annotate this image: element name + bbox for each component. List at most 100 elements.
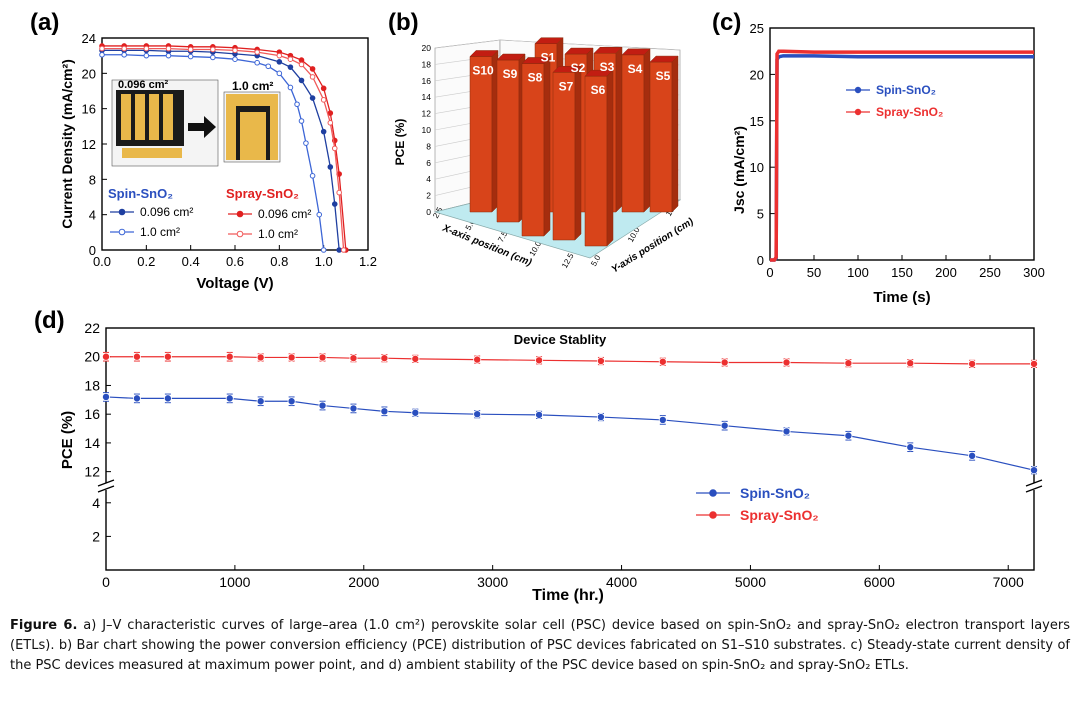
panel-d-label: (d) bbox=[34, 307, 65, 334]
panel-d-point bbox=[1030, 359, 1039, 368]
panel-b-bar-label: S3 bbox=[600, 60, 615, 74]
panel-b-bar-front bbox=[649, 61, 673, 213]
panel-a-point bbox=[254, 49, 260, 55]
large-cell-window bbox=[240, 112, 266, 160]
panel-d-ytick-label: 4 bbox=[92, 495, 100, 511]
panel-a-point bbox=[187, 46, 194, 53]
panel-b-ztick-label: 4 bbox=[426, 174, 431, 184]
axis-break-mark-right bbox=[1025, 479, 1043, 493]
panel-d-point bbox=[287, 397, 296, 406]
panel-a-point bbox=[210, 46, 216, 53]
legend-group-spin: Spin-SnO₂ bbox=[108, 186, 173, 201]
legend-marker bbox=[118, 228, 126, 236]
panel-d-frame bbox=[105, 327, 1035, 571]
panel-b-bar-front bbox=[552, 72, 576, 241]
panel-d-point bbox=[535, 410, 544, 419]
panel-c-xtick-label: 150 bbox=[891, 265, 913, 280]
panel-b-ztick-label: 14 bbox=[422, 92, 432, 102]
panel-b-xtick-label: 12.5 bbox=[560, 251, 576, 269]
panel-b-bar-label: S8 bbox=[528, 71, 543, 85]
panel-a-point bbox=[303, 140, 309, 146]
panel-b-bar-front bbox=[469, 56, 493, 213]
panel-c-xtick-label: 100 bbox=[847, 265, 869, 280]
caption-text: a) J–V characteristic curves of large–ar… bbox=[10, 618, 1070, 673]
panel-d-point bbox=[473, 355, 482, 364]
panel-b-bar-top bbox=[496, 53, 526, 61]
legend-marker bbox=[854, 86, 862, 94]
panel-b-bar-label: S7 bbox=[559, 79, 574, 93]
panel-d-point bbox=[844, 431, 853, 440]
panel-a-point bbox=[298, 61, 305, 68]
panel-c-steady-state-chart: 0 50 100 150 200 250 300 0 5 10 15 20 25 Spin-SnO₂ Sp… bbox=[731, 21, 1045, 306]
panel-b-bar-top bbox=[564, 47, 594, 55]
panel-a-point bbox=[287, 64, 294, 70]
panel-b-bar-front bbox=[584, 75, 608, 247]
panel-d-xtick-label: 4000 bbox=[606, 574, 637, 590]
panel-a-point bbox=[320, 97, 327, 103]
panel-a-point bbox=[99, 51, 105, 58]
panel-c-frame bbox=[769, 27, 1035, 261]
panel-b-ztick-label: 16 bbox=[422, 76, 432, 86]
legend-label: Spray-SnO₂ bbox=[740, 507, 819, 523]
legend-marker bbox=[709, 489, 717, 497]
panel-a-point bbox=[309, 173, 316, 179]
inset-label-small: 0.096 cm² bbox=[118, 79, 168, 91]
panel-a-point bbox=[99, 45, 105, 52]
panel-d-point bbox=[349, 354, 358, 363]
panel-a-xtick-label: 0.0 bbox=[93, 254, 111, 269]
panel-d-stability-chart: 0 1000 2000 3000 4000 5000 6000 7000 12 14 16 18 20 2… bbox=[59, 320, 1043, 604]
panel-d-point bbox=[411, 354, 420, 363]
panel-b-bar-front bbox=[621, 54, 645, 213]
panel-d-point bbox=[411, 408, 420, 417]
legend-label: 1.0 cm² bbox=[140, 225, 180, 239]
panel-c-ytick-label: 25 bbox=[750, 21, 764, 36]
axis-break-gap-left bbox=[98, 483, 114, 490]
panel-c-xtick-label: 250 bbox=[979, 265, 1001, 280]
panel-a-point bbox=[298, 77, 305, 84]
panel-a-xtick-label: 0.2 bbox=[137, 254, 155, 269]
panel-a-point bbox=[121, 45, 127, 52]
panel-a-point bbox=[298, 57, 305, 63]
panel-b-bar-top bbox=[521, 57, 551, 64]
panel-d-title: Device Stablity bbox=[514, 332, 607, 347]
panel-b-bar-side bbox=[615, 46, 623, 213]
panel-b-ztick-label: 8 bbox=[426, 141, 431, 151]
panel-d-xtick-label: 5000 bbox=[735, 574, 766, 590]
panel-a-point bbox=[265, 63, 272, 70]
panel-d-point bbox=[658, 415, 667, 424]
panel-b-ztick-label: 0 bbox=[426, 207, 431, 217]
panel-b-ztick-label: 12 bbox=[422, 109, 432, 119]
panel-b-bar-top bbox=[469, 50, 499, 57]
panel-a-point bbox=[320, 247, 327, 253]
panel-b-ztick-label: 18 bbox=[422, 59, 432, 69]
panel-a-point bbox=[276, 59, 283, 65]
panel-d-point bbox=[318, 353, 327, 362]
legend-label: 0.096 cm² bbox=[140, 205, 193, 219]
panel-a-point bbox=[327, 110, 334, 116]
panel-d-point bbox=[844, 359, 853, 368]
axis-break-mark-left bbox=[97, 479, 115, 493]
panel-d-xtick-label: 0 bbox=[102, 574, 110, 590]
panel-b-gridline bbox=[434, 39, 681, 51]
panel-a-ytick-label: 8 bbox=[89, 172, 96, 187]
panel-c-label: (c) bbox=[712, 9, 741, 36]
panel-a-point bbox=[331, 201, 338, 207]
panel-b-bar-side bbox=[671, 55, 679, 213]
panel-c-xtick-label: 200 bbox=[935, 265, 957, 280]
small-cell-1 bbox=[121, 94, 131, 140]
panel-a-point bbox=[254, 59, 260, 66]
panel-b-bar-top bbox=[593, 46, 623, 54]
panel-d-point bbox=[132, 394, 141, 403]
panel-a-ytick-label: 24 bbox=[82, 31, 96, 46]
panel-a-ytick-label: 0 bbox=[89, 243, 96, 258]
legend-marker bbox=[709, 511, 717, 519]
legend-marker bbox=[118, 208, 126, 216]
panel-a-point bbox=[336, 189, 342, 196]
panel-c-ytick-label: 10 bbox=[750, 160, 764, 175]
panel-a-point bbox=[327, 120, 334, 126]
panel-c-ylabel: Jsc (mA/cm²) bbox=[731, 126, 747, 214]
panel-b-bar-label: S4 bbox=[628, 62, 643, 76]
panel-b-bar-side bbox=[606, 69, 614, 247]
panel-a-point bbox=[232, 47, 238, 54]
panel-b-bar-front bbox=[496, 59, 520, 223]
